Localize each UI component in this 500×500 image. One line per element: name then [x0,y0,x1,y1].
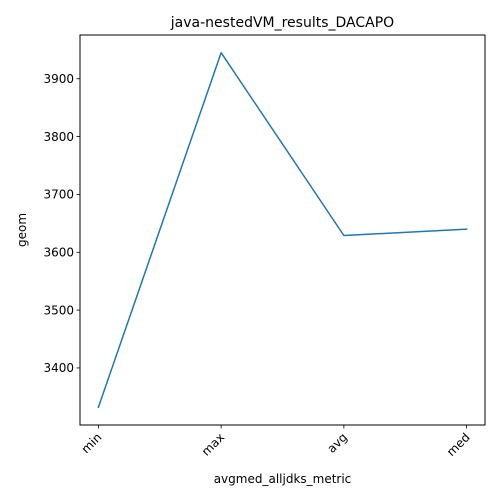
y-tick-label: 3800 [43,130,74,144]
y-tick-label: 3400 [43,361,74,375]
series-layer [97,51,468,409]
series-line [97,51,468,409]
plot-area-frame [79,34,486,426]
y-tick-label: 3600 [43,246,74,260]
x-axis-label: avgmed_alljdks_metric [214,472,352,486]
y-tick-label: 3900 [43,72,74,86]
y-tick-label: 3700 [43,188,74,202]
y-axis-label: geom [15,213,29,247]
y-tick-label: 3500 [43,303,74,317]
chart-title: java-nestedVM_results_DACAPO [170,15,394,31]
y-axis-ticks: 3400 3500 3600 3700 3800 3900 [43,72,80,375]
